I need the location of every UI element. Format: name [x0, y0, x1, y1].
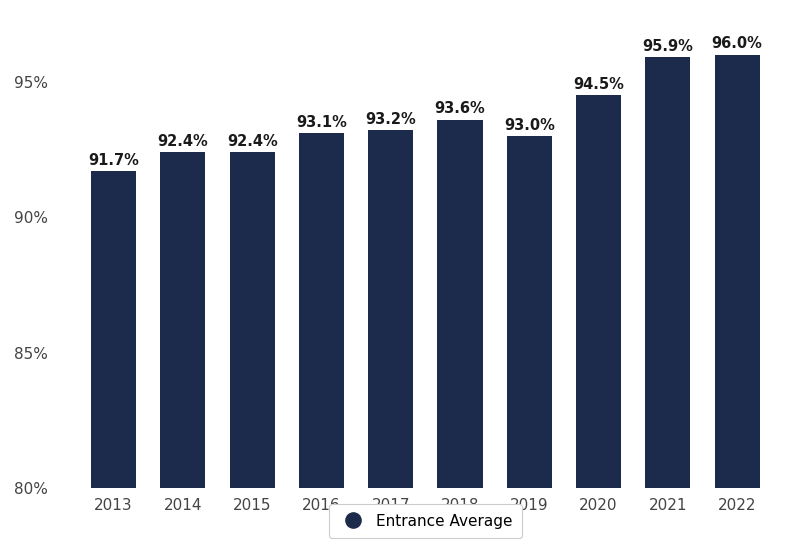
Bar [715, 54, 759, 488]
Text: 96.0%: 96.0% [712, 36, 763, 51]
Bar [437, 120, 483, 488]
Text: 93.6%: 93.6% [435, 102, 485, 117]
Legend: Entrance Average: Entrance Average [328, 504, 522, 538]
Bar [299, 133, 344, 488]
Bar [91, 171, 136, 488]
Bar [368, 130, 413, 488]
Text: 95.9%: 95.9% [642, 39, 693, 54]
Bar [576, 95, 621, 488]
Text: 93.2%: 93.2% [366, 112, 416, 127]
Bar [646, 57, 691, 488]
Text: 93.0%: 93.0% [504, 118, 554, 133]
Text: 92.4%: 92.4% [157, 134, 208, 149]
Text: 91.7%: 91.7% [88, 153, 139, 168]
Text: 92.4%: 92.4% [227, 134, 278, 149]
Text: 93.1%: 93.1% [296, 115, 347, 130]
Bar [507, 136, 552, 488]
Bar [161, 152, 205, 488]
Text: 94.5%: 94.5% [573, 77, 624, 92]
Bar [230, 152, 274, 488]
